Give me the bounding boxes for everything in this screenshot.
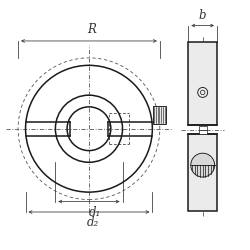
Text: d₁: d₁ (89, 206, 101, 219)
Bar (199, 126, 207, 130)
Bar (199, 130, 207, 134)
Text: R: R (87, 24, 96, 36)
Text: d₂: d₂ (86, 216, 99, 230)
Bar (188, 42, 217, 125)
Circle shape (191, 153, 214, 177)
Text: b: b (199, 8, 206, 22)
Bar (153, 106, 166, 124)
Bar (188, 134, 217, 211)
